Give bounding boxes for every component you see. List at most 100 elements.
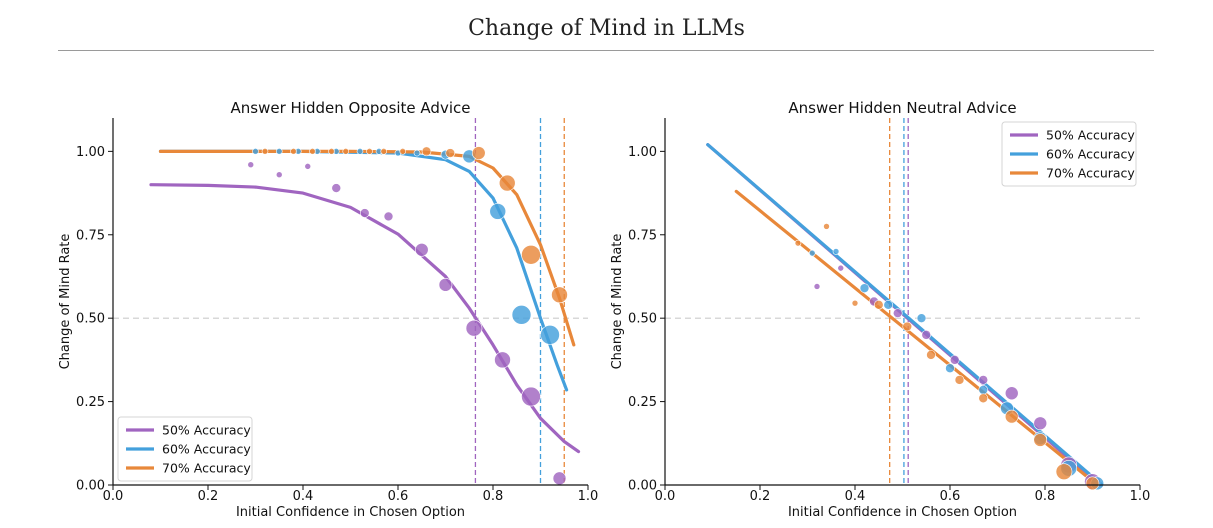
data-point-70pct-accuracy bbox=[261, 148, 269, 155]
data-point-70pct-accuracy bbox=[366, 148, 373, 155]
data-point-70pct-accuracy bbox=[954, 375, 965, 385]
data-point-70pct-accuracy bbox=[823, 223, 830, 230]
x-tick-label: 0.4 bbox=[293, 489, 314, 504]
x-tick-label: 0.6 bbox=[940, 489, 961, 504]
data-point-60pct-accuracy bbox=[859, 283, 870, 293]
x-axis-label: Initial Confidence in Chosen Option bbox=[236, 505, 465, 520]
data-point-50pct-accuracy bbox=[414, 242, 429, 257]
data-point-70pct-accuracy bbox=[290, 148, 297, 155]
y-tick-label: 1.00 bbox=[76, 145, 105, 160]
y-tick-label: 0.75 bbox=[628, 228, 657, 243]
fit-curve-50pct-accuracy bbox=[149, 183, 581, 454]
data-point-60pct-accuracy bbox=[945, 363, 955, 374]
x-tick-label: 0.4 bbox=[845, 489, 866, 504]
x-tick-label: 1.0 bbox=[578, 489, 599, 504]
data-point-60pct-accuracy bbox=[275, 148, 283, 155]
legend-label-70pct-accuracy: 70% Accuracy bbox=[162, 461, 251, 476]
data-point-60pct-accuracy bbox=[883, 300, 894, 310]
data-point-70pct-accuracy bbox=[978, 393, 989, 404]
chart-answer-hidden-neutral-advice: Answer Hidden Neutral Advice 0.0 0.2 0.4 0.6… bbox=[610, 99, 1150, 520]
legend-label-60pct-accuracy: 60% Accuracy bbox=[162, 442, 251, 457]
x-tick-label: 0.2 bbox=[750, 489, 771, 504]
data-point-50pct-accuracy bbox=[978, 375, 989, 385]
data-point-50pct-accuracy bbox=[921, 330, 932, 340]
y-tick-label: 0.75 bbox=[76, 228, 105, 243]
data-point-50pct-accuracy bbox=[813, 283, 821, 290]
legend-label-70pct-accuracy: 70% Accuracy bbox=[1046, 166, 1135, 181]
x-tick-label: 0.2 bbox=[198, 489, 219, 504]
data-point-70pct-accuracy bbox=[421, 146, 432, 157]
y-tick-label: 0.25 bbox=[76, 395, 105, 410]
data-point-50pct-accuracy bbox=[331, 183, 342, 193]
data-point-60pct-accuracy bbox=[978, 385, 989, 395]
data-point-50pct-accuracy bbox=[275, 171, 283, 179]
data-point-50pct-accuracy bbox=[494, 351, 511, 369]
x-tick-label: 0.8 bbox=[483, 489, 504, 504]
legend: 50% Accuracy 60% Accuracy 70% Accuracy bbox=[117, 416, 253, 482]
fit-curve-70pct-accuracy bbox=[158, 149, 576, 347]
x-tick-label: 0.0 bbox=[655, 489, 676, 504]
data-point-50pct-accuracy bbox=[521, 386, 541, 407]
x-tick-label: 0.6 bbox=[388, 489, 409, 504]
data-point-50pct-accuracy bbox=[247, 161, 255, 169]
data-point-70pct-accuracy bbox=[498, 174, 516, 192]
data-point-70pct-accuracy bbox=[399, 148, 407, 155]
y-axis-label: Change of Mind Rate bbox=[610, 234, 625, 370]
data-point-60pct-accuracy bbox=[413, 149, 421, 157]
y-tick-label: 0.00 bbox=[76, 479, 105, 494]
legend-label-60pct-accuracy: 60% Accuracy bbox=[1046, 147, 1135, 162]
data-point-50pct-accuracy bbox=[949, 355, 960, 365]
data-point-70pct-accuracy bbox=[521, 244, 541, 265]
chart-title: Answer Hidden Neutral Advice bbox=[788, 99, 1016, 117]
data-point-50pct-accuracy bbox=[552, 471, 567, 486]
data-point-70pct-accuracy bbox=[328, 148, 335, 155]
data-point-70pct-accuracy bbox=[445, 148, 456, 158]
data-point-50pct-accuracy bbox=[304, 163, 312, 170]
x-tick-label: 1.0 bbox=[1130, 489, 1151, 504]
page-title: Change of Mind in LLMs bbox=[468, 16, 745, 41]
x-tick-label: 0.8 bbox=[1035, 489, 1056, 504]
data-point-70pct-accuracy bbox=[471, 146, 486, 160]
y-tick-label: 0.25 bbox=[628, 395, 657, 410]
data-point-60pct-accuracy bbox=[832, 248, 840, 255]
data-point-70pct-accuracy bbox=[851, 299, 859, 307]
data-point-50pct-accuracy bbox=[1004, 386, 1019, 401]
data-point-60pct-accuracy bbox=[356, 148, 364, 155]
data-point-70pct-accuracy bbox=[1033, 433, 1048, 447]
data-point-70pct-accuracy bbox=[342, 148, 350, 155]
legend-box bbox=[1001, 121, 1137, 187]
y-tick-label: 1.00 bbox=[628, 145, 657, 160]
title-divider bbox=[58, 50, 1154, 51]
y-tick-label: 0.50 bbox=[628, 312, 657, 327]
data-point-50pct-accuracy bbox=[383, 211, 394, 222]
data-point-50pct-accuracy bbox=[359, 208, 370, 218]
data-point-60pct-accuracy bbox=[808, 249, 816, 257]
y-tick-label: 0.50 bbox=[76, 312, 105, 327]
data-point-70pct-accuracy bbox=[380, 148, 388, 155]
y-axis-label: Change of Mind Rate bbox=[58, 234, 73, 370]
data-point-50pct-accuracy bbox=[438, 278, 453, 292]
data-point-70pct-accuracy bbox=[926, 350, 936, 360]
data-point-60pct-accuracy bbox=[252, 148, 259, 155]
x-tick-label: 0.0 bbox=[103, 489, 124, 504]
legend-box bbox=[117, 416, 253, 482]
data-point-50pct-accuracy bbox=[1033, 416, 1048, 431]
legend-label-50pct-accuracy: 50% Accuracy bbox=[162, 423, 251, 438]
data-point-60pct-accuracy bbox=[916, 313, 927, 323]
data-point-70pct-accuracy bbox=[794, 239, 802, 247]
data-point-50pct-accuracy bbox=[892, 308, 903, 318]
data-point-50pct-accuracy bbox=[837, 264, 845, 272]
data-point-70pct-accuracy bbox=[551, 286, 568, 304]
legend-label-50pct-accuracy: 50% Accuracy bbox=[1046, 128, 1135, 143]
data-point-70pct-accuracy bbox=[902, 321, 913, 332]
x-axis-label: Initial Confidence in Chosen Option bbox=[788, 505, 1017, 520]
data-point-50pct-accuracy bbox=[465, 319, 483, 337]
data-point-60pct-accuracy bbox=[489, 203, 507, 220]
data-point-60pct-accuracy bbox=[540, 325, 560, 345]
data-point-70pct-accuracy bbox=[1055, 463, 1073, 480]
data-point-70pct-accuracy bbox=[873, 300, 884, 310]
y-tick-label: 0.00 bbox=[628, 479, 657, 494]
legend: 50% Accuracy 60% Accuracy 70% Accuracy bbox=[1001, 121, 1137, 187]
chart-answer-hidden-opposite-advice: Answer Hidden Opposite Advice 0.0 0.2 0.4 0.… bbox=[58, 99, 598, 520]
